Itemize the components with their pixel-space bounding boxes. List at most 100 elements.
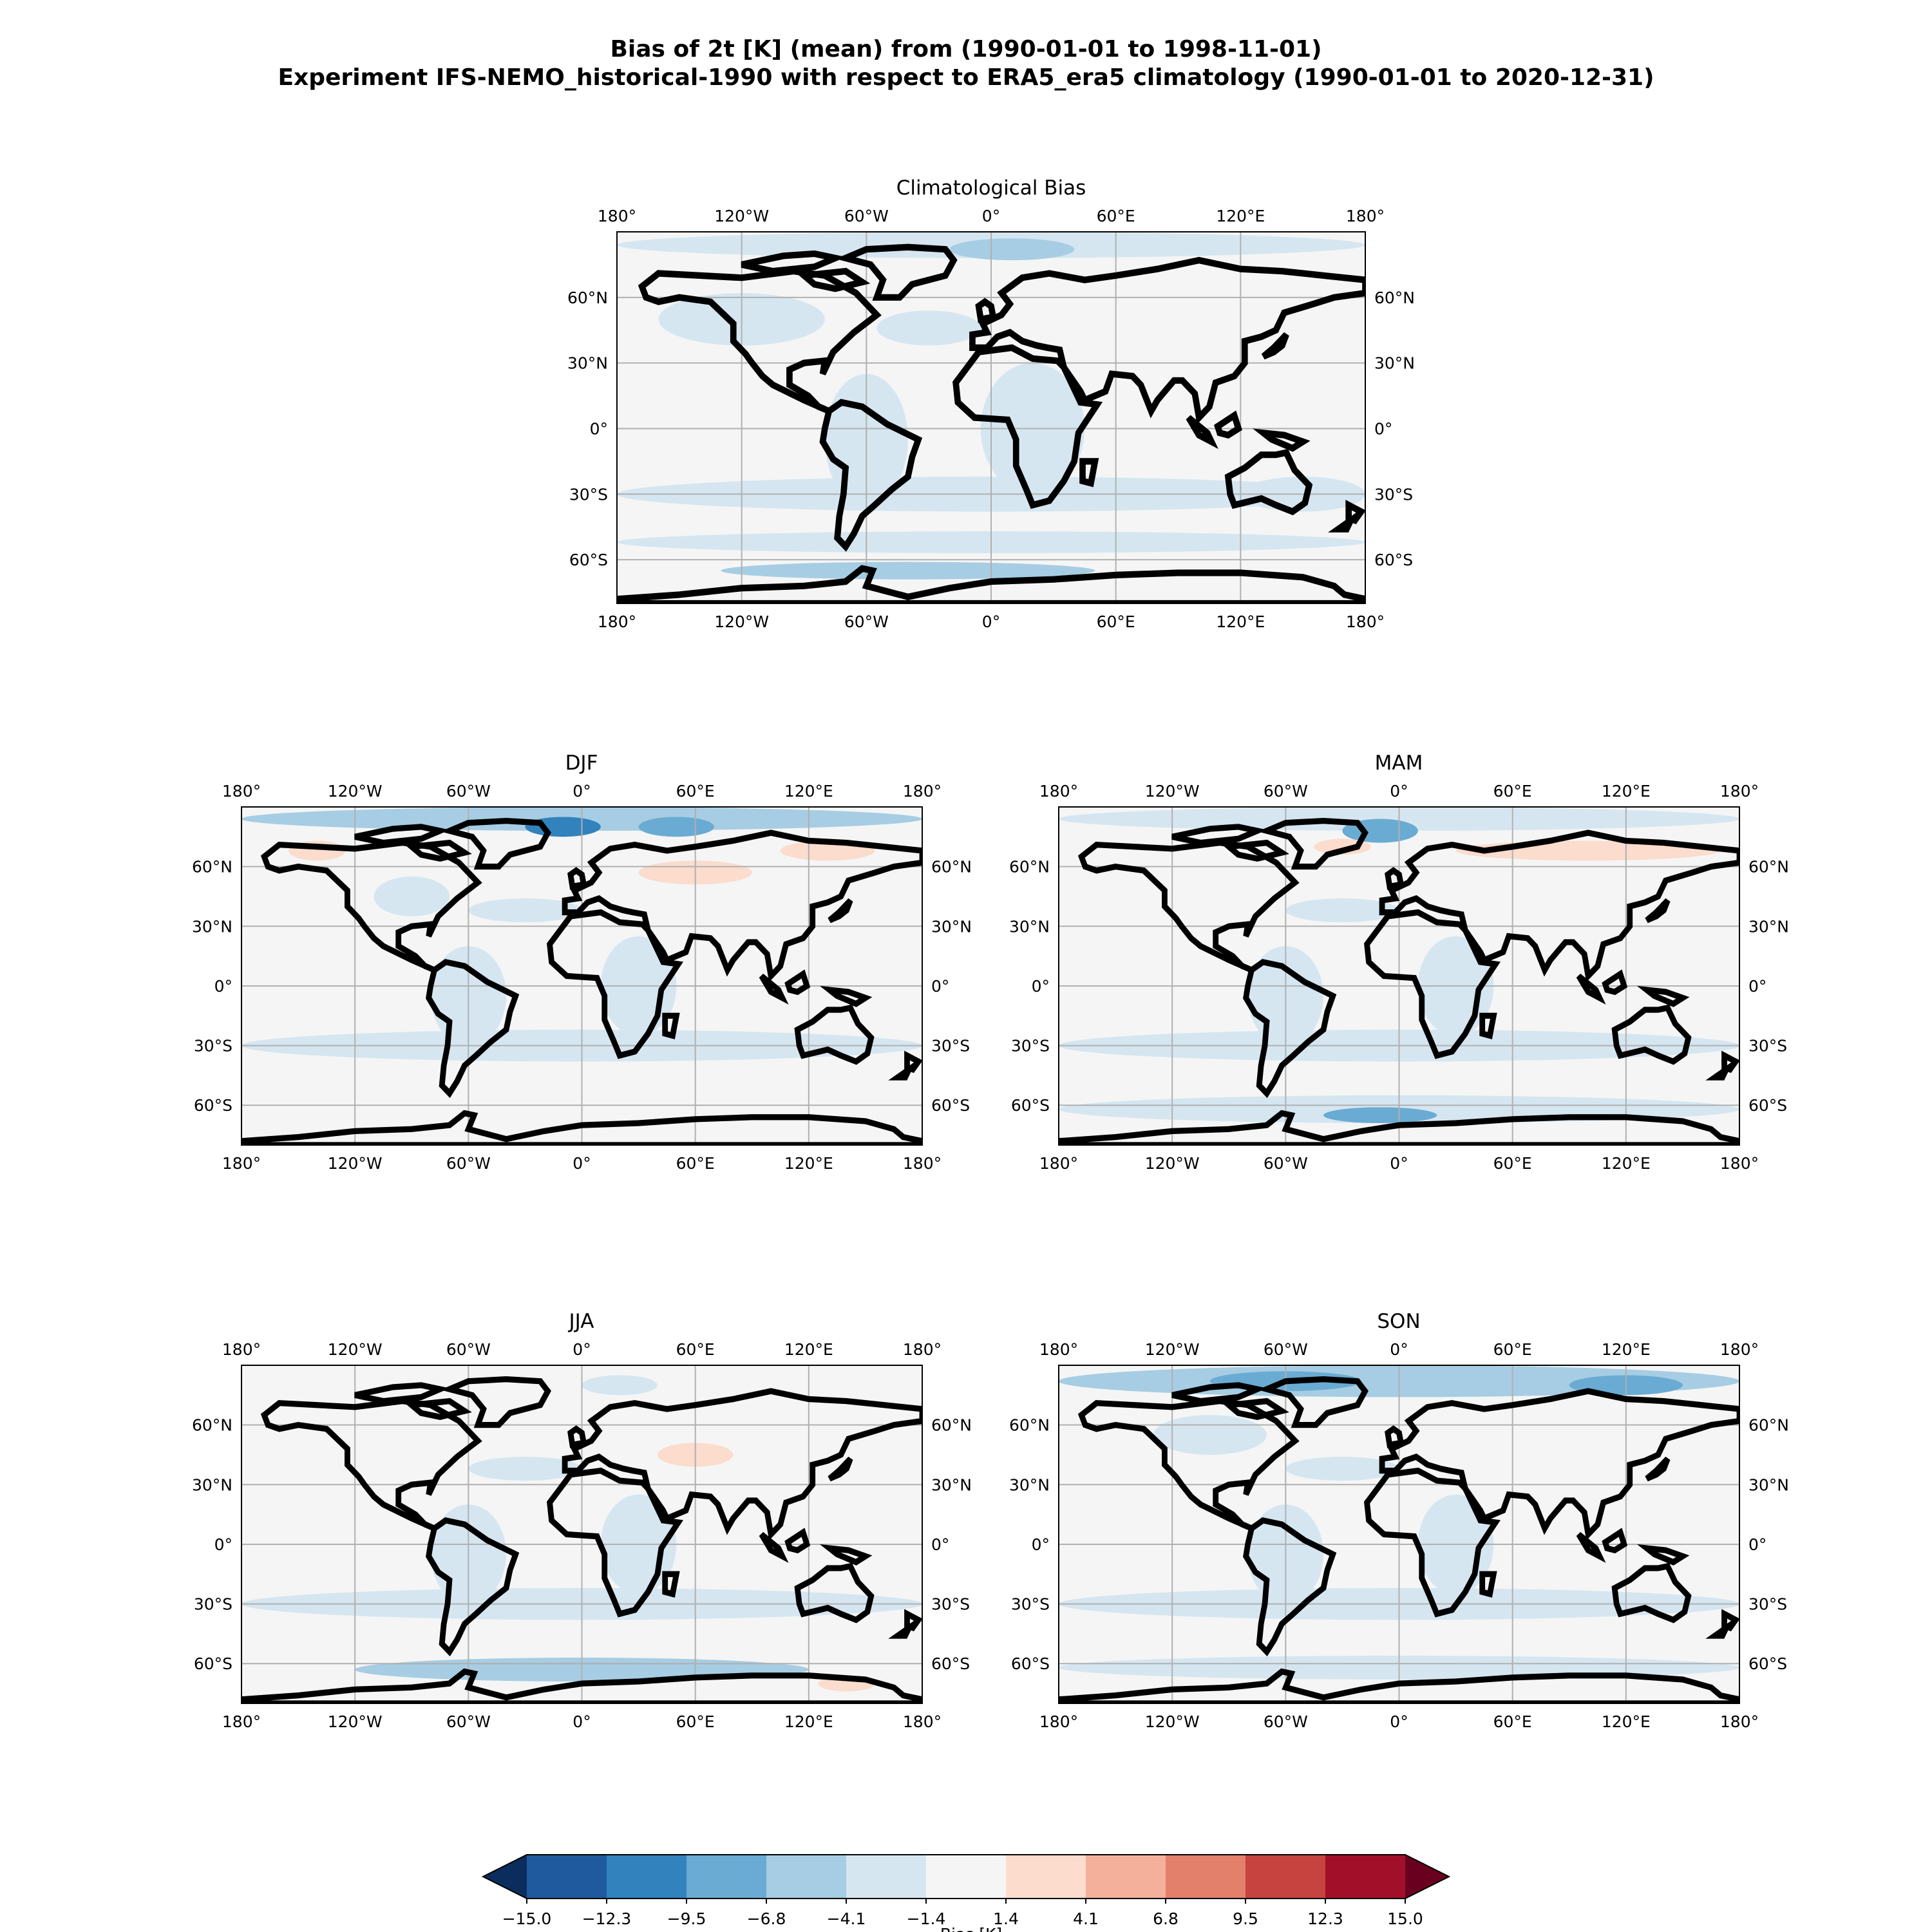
bias-contour bbox=[949, 238, 1075, 261]
lon-tick-top: 60°W bbox=[844, 207, 889, 225]
lat-tick-right: 60°S bbox=[931, 1654, 970, 1673]
lon-tick-bottom: 180° bbox=[1039, 1712, 1078, 1731]
bias-contour bbox=[876, 310, 981, 346]
colorbar-segment bbox=[766, 1855, 847, 1899]
map-frame bbox=[616, 231, 1366, 604]
lat-tick-left: 30°N bbox=[567, 354, 608, 373]
lat-tick-left: 60°S bbox=[1011, 1096, 1050, 1115]
map-frame bbox=[241, 806, 923, 1146]
lat-tick-right: 30°N bbox=[931, 1475, 972, 1494]
lon-tick-bottom: 0° bbox=[573, 1712, 591, 1731]
lon-tick-bottom: 60°E bbox=[1493, 1712, 1532, 1731]
colorbar-tick-label: −6.8 bbox=[747, 1909, 786, 1928]
lat-tick-left: 30°N bbox=[192, 917, 232, 936]
lat-tick-right: 60°N bbox=[1748, 1416, 1789, 1435]
lon-tick-bottom: 180° bbox=[1720, 1712, 1759, 1731]
lat-tick-right: 30°S bbox=[1374, 485, 1413, 504]
lat-tick-right: 60°S bbox=[931, 1096, 970, 1115]
lon-tick-bottom: 120°W bbox=[1145, 1712, 1200, 1731]
lat-tick-right: 30°N bbox=[1748, 1475, 1789, 1494]
lat-tick-left: 60°N bbox=[192, 1416, 232, 1435]
lon-tick-bottom: 120°E bbox=[1216, 612, 1265, 631]
map-frame bbox=[1058, 1365, 1740, 1704]
lat-tick-left: 30°N bbox=[1009, 1475, 1050, 1494]
map-frame bbox=[241, 1365, 923, 1704]
lon-tick-bottom: 60°W bbox=[446, 1154, 491, 1173]
colorbar-segment bbox=[607, 1855, 687, 1899]
lat-tick-right: 30°S bbox=[1748, 1037, 1787, 1056]
lon-tick-bottom: 180° bbox=[1346, 612, 1385, 631]
lat-tick-left: 0° bbox=[590, 419, 608, 438]
lat-tick-right: 60°N bbox=[931, 858, 972, 876]
lon-tick-top: 180° bbox=[222, 782, 261, 800]
lon-tick-top: 120°W bbox=[1145, 782, 1200, 800]
lat-tick-right: 0° bbox=[931, 1535, 949, 1554]
lon-tick-top: 120°E bbox=[1602, 782, 1651, 800]
colorbar-tick-label: −1.4 bbox=[907, 1909, 946, 1928]
lon-tick-top: 60°E bbox=[676, 782, 715, 800]
lat-tick-right: 60°N bbox=[1374, 289, 1415, 307]
lat-tick-left: 60°N bbox=[1009, 1416, 1050, 1435]
lon-tick-top: 180° bbox=[903, 1340, 942, 1359]
lon-tick-bottom: 180° bbox=[598, 612, 636, 631]
colorbar-tick-label: 9.5 bbox=[1233, 1909, 1258, 1928]
lon-tick-bottom: 60°E bbox=[1493, 1154, 1532, 1173]
map-frame bbox=[1058, 806, 1740, 1146]
lat-tick-left: 30°N bbox=[1009, 917, 1050, 936]
colorbar-tick-label: −15.0 bbox=[502, 1909, 552, 1928]
lat-tick-left: 60°N bbox=[1009, 858, 1050, 876]
lon-tick-bottom: 180° bbox=[903, 1712, 942, 1731]
lon-tick-top: 180° bbox=[1720, 782, 1759, 800]
lat-tick-left: 60°S bbox=[194, 1096, 232, 1115]
lon-tick-bottom: 180° bbox=[1720, 1154, 1759, 1173]
lon-tick-top: 0° bbox=[1390, 1340, 1408, 1359]
lat-tick-right: 60°S bbox=[1748, 1096, 1787, 1115]
figure-title-line2: Experiment IFS-NEMO_historical-1990 with… bbox=[278, 64, 1654, 91]
lon-tick-top: 0° bbox=[982, 207, 1000, 225]
lon-tick-top: 120°W bbox=[328, 1340, 383, 1359]
panel-title: DJF bbox=[565, 752, 598, 775]
bias-field bbox=[617, 232, 1365, 580]
colorbar-tick-label: 12.3 bbox=[1307, 1909, 1343, 1928]
lat-tick-right: 60°S bbox=[1748, 1654, 1787, 1673]
colorbar-tick-label: 4.1 bbox=[1073, 1909, 1099, 1928]
colorbar-segment bbox=[687, 1855, 767, 1899]
lon-tick-bottom: 60°E bbox=[1097, 612, 1135, 631]
colorbar-segment bbox=[1325, 1855, 1406, 1899]
lon-tick-bottom: 180° bbox=[903, 1154, 942, 1173]
panel-title: JJA bbox=[568, 1310, 594, 1333]
lon-tick-top: 60°W bbox=[1264, 1340, 1308, 1359]
lon-tick-top: 180° bbox=[903, 782, 942, 800]
lon-tick-top: 0° bbox=[573, 1340, 591, 1359]
lon-tick-bottom: 60°W bbox=[1264, 1712, 1308, 1731]
lat-tick-right: 60°N bbox=[931, 1416, 972, 1435]
lat-tick-left: 30°S bbox=[1011, 1037, 1050, 1056]
bias-contour bbox=[1323, 1107, 1437, 1124]
lon-tick-bottom: 120°E bbox=[1602, 1154, 1651, 1173]
lon-tick-top: 60°E bbox=[1493, 782, 1532, 800]
lon-tick-top: 120°E bbox=[784, 782, 833, 800]
colorbar-tick-label: 6.8 bbox=[1153, 1909, 1179, 1928]
lon-tick-top: 180° bbox=[1039, 1340, 1078, 1359]
lat-tick-right: 30°S bbox=[931, 1037, 970, 1056]
lon-tick-top: 120°E bbox=[784, 1340, 833, 1359]
colorbar-tick-label: −12.3 bbox=[582, 1909, 632, 1928]
lon-tick-bottom: 0° bbox=[1390, 1154, 1408, 1173]
lat-tick-right: 0° bbox=[1374, 419, 1392, 438]
bias-contour bbox=[582, 1375, 658, 1396]
lon-tick-top: 180° bbox=[1720, 1340, 1759, 1359]
lon-tick-bottom: 0° bbox=[1390, 1712, 1408, 1731]
panel-jja: JJA 180° 180° 120°W 120°W 60°W 60°W 0° 0° 60°E 60… bbox=[192, 1310, 972, 1731]
colorbar-segment bbox=[846, 1855, 927, 1899]
bias-contour bbox=[1153, 1415, 1267, 1455]
lon-tick-bottom: 180° bbox=[222, 1712, 261, 1731]
lat-tick-left: 0° bbox=[214, 977, 232, 996]
lat-tick-left: 30°N bbox=[192, 1475, 232, 1494]
lon-tick-top: 60°W bbox=[1264, 782, 1308, 800]
lon-tick-bottom: 120°E bbox=[1602, 1712, 1651, 1731]
lat-tick-left: 60°S bbox=[569, 551, 608, 569]
lat-tick-right: 0° bbox=[931, 977, 949, 996]
colorbar-segment bbox=[1086, 1855, 1166, 1899]
lon-tick-bottom: 180° bbox=[222, 1154, 261, 1173]
